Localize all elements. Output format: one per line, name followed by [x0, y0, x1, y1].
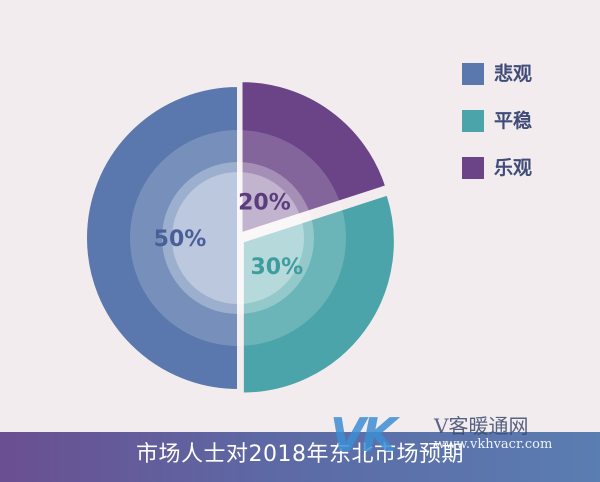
inner-ring-overlay: [162, 162, 314, 314]
pie-slices: [85, 80, 396, 395]
value-label: 30%: [250, 255, 303, 280]
chart-caption: 市场人士对2018年东北市场预期: [136, 442, 464, 467]
watermark-site-name: V客暖通网: [434, 414, 529, 438]
legend-label: 乐观: [494, 157, 533, 179]
legend-swatch: [462, 63, 484, 85]
legend-item-optimistic: 乐观: [462, 157, 532, 179]
legend-label: 悲观: [494, 63, 533, 85]
pie-slice-乐观: [240, 80, 388, 235]
legend: 悲观 平稳 乐观: [462, 63, 532, 204]
legend-swatch: [462, 110, 484, 132]
pie-slice-平稳: [241, 193, 396, 395]
legend-item-pessimistic: 悲观: [462, 63, 532, 85]
legend-swatch: [462, 157, 484, 179]
caption-bar: [0, 432, 600, 482]
value-label: 20%: [238, 191, 291, 216]
legend-label: 平稳: [494, 110, 533, 132]
watermark-url: www.vkhvacr.com: [434, 437, 553, 452]
legend-item-stable: 平稳: [462, 110, 532, 132]
pie-slice-悲观: [85, 84, 239, 392]
watermark-logo: VK: [330, 408, 397, 462]
value-label: 50%: [154, 227, 207, 252]
center-disc-overlay: [172, 172, 304, 304]
value-labels: 20% 30% 50%: [154, 191, 304, 281]
middle-ring-overlay: [130, 130, 346, 346]
